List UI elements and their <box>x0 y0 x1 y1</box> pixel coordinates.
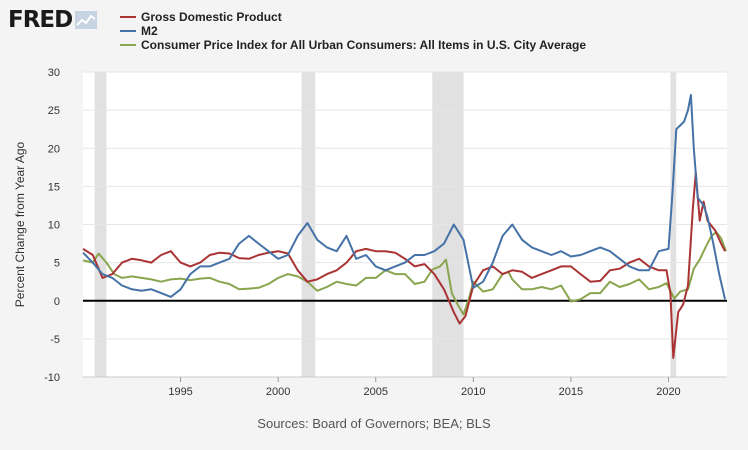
x-tick-label-2020: 2020 <box>656 386 680 398</box>
fred-logo-text: FRED <box>8 7 73 33</box>
x-tick-label-2010: 2010 <box>461 386 485 398</box>
legend-swatch-m2 <box>120 30 136 32</box>
y-tick-label-10: 10 <box>48 220 60 232</box>
series-line-m2 <box>82 93 726 300</box>
y-tick-label-5: 5 <box>54 258 60 270</box>
y-tick-label-25: 25 <box>48 105 60 117</box>
y-tick-label-30: 30 <box>48 67 60 79</box>
x-tick-label-2005: 2005 <box>363 386 387 398</box>
legend-swatch-cpi <box>120 44 136 46</box>
legend-label-cpi: Consumer Price Index for All Urban Consu… <box>141 38 586 52</box>
y-axis-label: Percent Change from Year Ago <box>13 141 27 307</box>
y-tick-label-0: 0 <box>54 296 60 308</box>
legend-item-m2[interactable]: M2 <box>120 24 586 38</box>
legend-label-m2: M2 <box>141 24 158 38</box>
source-note: Sources: Board of Governors; BEA; BLS <box>257 416 491 431</box>
line-graph-icon <box>75 11 98 29</box>
x-tick-label-2015: 2015 <box>559 386 583 398</box>
fred-logo[interactable]: FRED <box>8 6 98 34</box>
legend-swatch-gdp <box>120 16 136 18</box>
series-line-cpi <box>82 231 727 316</box>
chart-legend: Gross Domestic Product M2 Consumer Price I… <box>120 10 586 52</box>
series-line-gdp <box>82 171 726 359</box>
legend-item-cpi[interactable]: Consumer Price Index for All Urban Consu… <box>120 38 586 52</box>
y-tick-label-20: 20 <box>48 143 60 155</box>
x-tick-label-2000: 2000 <box>266 386 290 398</box>
y-tick-label-15: 15 <box>48 181 60 193</box>
legend-item-gdp[interactable]: Gross Domestic Product <box>120 10 586 24</box>
legend-label-gdp: Gross Domestic Product <box>141 10 282 24</box>
y-tick-label--5: -5 <box>50 334 60 346</box>
x-tick-label-1995: 1995 <box>168 386 192 398</box>
y-tick-label--10: -10 <box>44 372 60 384</box>
